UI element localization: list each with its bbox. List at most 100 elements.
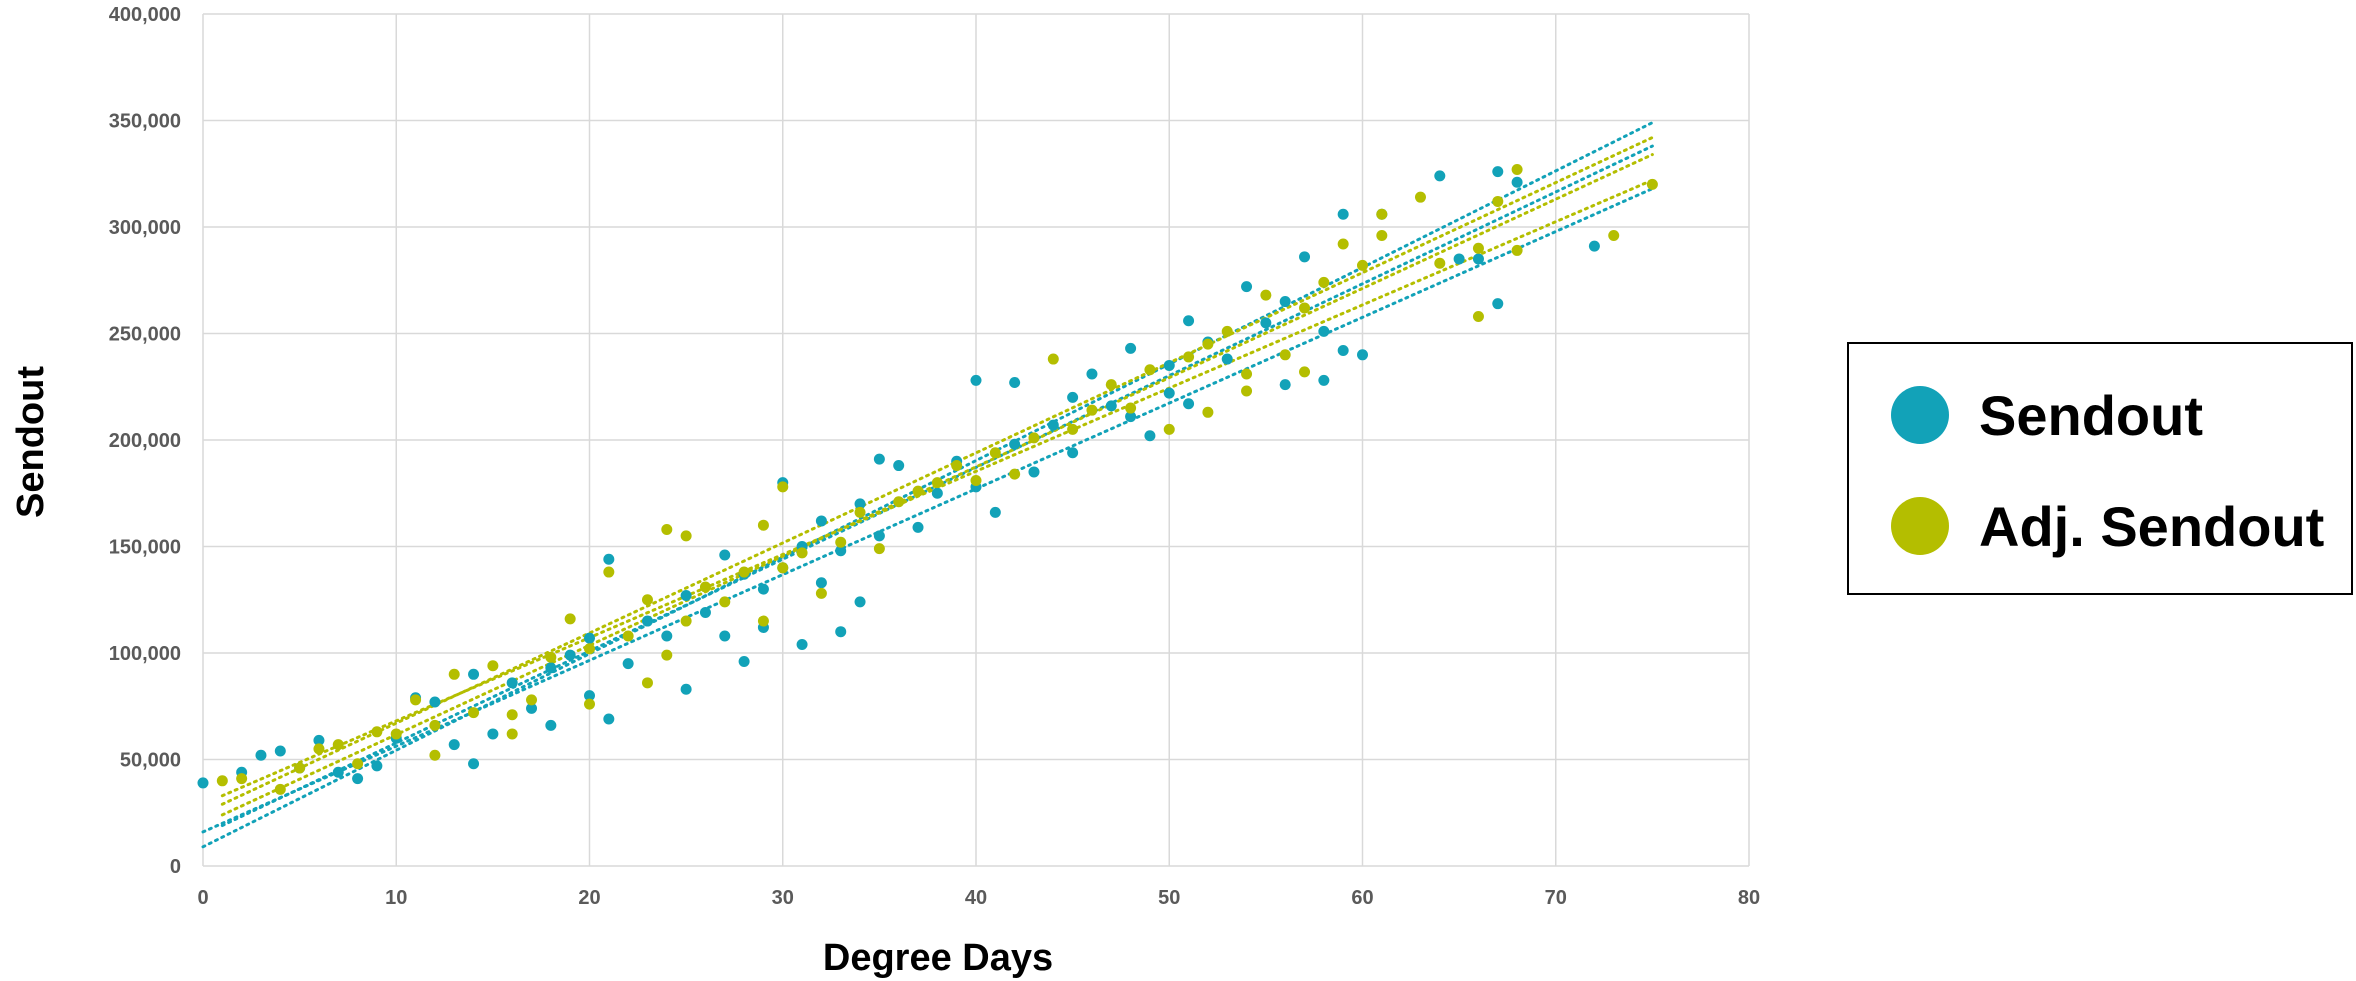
y-tick-label: 100,000 (109, 643, 181, 665)
point-adj-sendout (1511, 244, 1523, 256)
point-adj-sendout (1472, 242, 1484, 254)
point-adj-sendout (661, 523, 673, 535)
point-adj-sendout (1492, 195, 1504, 207)
point-sendout (506, 677, 518, 689)
point-adj-sendout (1511, 163, 1523, 175)
point-sendout (1183, 398, 1195, 410)
point-sendout (835, 626, 847, 638)
point-adj-sendout (893, 496, 905, 508)
x-tick-label: 60 (1351, 887, 1373, 909)
point-sendout (622, 658, 634, 670)
point-adj-sendout (1047, 353, 1059, 365)
point-adj-sendout (1318, 276, 1330, 288)
point-adj-sendout (680, 530, 692, 542)
point-sendout (1241, 281, 1253, 293)
point-sendout (603, 553, 615, 565)
point-sendout (1028, 466, 1040, 478)
point-sendout (1318, 325, 1330, 337)
point-adj-sendout (564, 613, 576, 625)
point-sendout (1279, 379, 1291, 391)
point-adj-sendout (757, 519, 769, 531)
point-sendout (1086, 368, 1098, 380)
point-adj-sendout (1067, 423, 1079, 435)
point-adj-sendout (873, 543, 885, 555)
point-sendout (448, 739, 460, 751)
point-adj-sendout (641, 677, 653, 689)
point-sendout (1337, 345, 1349, 357)
point-sendout (719, 549, 731, 561)
point-adj-sendout (796, 547, 808, 559)
point-adj-sendout (584, 643, 595, 655)
point-sendout (1299, 251, 1311, 263)
point-adj-sendout (854, 506, 866, 518)
point-adj-sendout (1241, 385, 1253, 397)
legend-item-sendout: Sendout (1891, 384, 2203, 447)
point-sendout (873, 530, 885, 542)
point-sendout (1492, 166, 1504, 178)
point-adj-sendout (699, 581, 711, 593)
point-sendout (1221, 353, 1233, 365)
point-sendout (1453, 253, 1465, 265)
point-adj-sendout (448, 668, 460, 680)
point-sendout (854, 596, 866, 608)
grid-lines (202, 13, 1750, 867)
point-sendout (680, 683, 692, 695)
tick-labels: 0 10 20 30 40 50 60 70 80 0 50,000 100,000 150,000 20… (109, 4, 1760, 909)
point-sendout (603, 713, 615, 725)
point-adj-sendout (757, 615, 769, 627)
point-sendout (661, 630, 673, 642)
point-adj-sendout (603, 566, 615, 578)
point-sendout (584, 632, 595, 644)
point-adj-sendout (313, 743, 325, 755)
point-sendout (1125, 342, 1137, 354)
y-tick-label: 200,000 (109, 430, 181, 452)
point-sendout (815, 577, 827, 589)
point-adj-sendout (1299, 366, 1311, 378)
point-adj-sendout (777, 562, 789, 574)
trendline (220, 136, 1654, 806)
point-adj-sendout (641, 594, 653, 606)
point-sendout (545, 662, 557, 674)
point-sendout (1067, 391, 1079, 403)
point-sendout (1279, 296, 1291, 308)
point-sendout (429, 696, 441, 708)
point-adj-sendout (815, 587, 827, 599)
point-adj-sendout (332, 739, 344, 751)
point-sendout (641, 615, 653, 627)
point-adj-sendout (1163, 423, 1175, 435)
point-adj-sendout (1337, 238, 1349, 250)
point-sendout (526, 702, 538, 714)
point-adj-sendout (1376, 208, 1388, 220)
x-tick-label: 50 (1158, 887, 1180, 909)
point-sendout (719, 630, 731, 642)
point-sendout (274, 745, 286, 757)
point-adj-sendout (584, 698, 595, 710)
point-sendout (1472, 253, 1484, 265)
point-sendout (893, 460, 905, 472)
point-sendout (564, 649, 576, 661)
x-tick-label: 80 (1738, 887, 1760, 909)
point-sendout (1144, 430, 1156, 442)
point-adj-sendout (719, 596, 731, 608)
point-adj-sendout (1434, 257, 1446, 269)
point-adj-sendout (487, 660, 499, 672)
point-adj-sendout (526, 694, 538, 706)
point-sendout (1588, 240, 1600, 252)
point-adj-sendout (352, 758, 364, 770)
point-sendout (1183, 315, 1195, 327)
point-adj-sendout (835, 536, 847, 548)
point-adj-sendout (931, 477, 943, 489)
point-sendout (815, 515, 827, 527)
point-adj-sendout (661, 649, 673, 661)
point-adj-sendout (1125, 402, 1137, 414)
point-sendout (835, 545, 847, 557)
point-sendout (757, 583, 769, 595)
point-adj-sendout (989, 447, 1001, 459)
point-sendout (1434, 170, 1446, 182)
y-tick-label: 0 (170, 856, 181, 878)
point-adj-sendout (1202, 406, 1214, 418)
x-tick-label: 20 (578, 887, 600, 909)
x-tick-label: 0 (197, 887, 208, 909)
point-sendout (989, 506, 1001, 518)
point-adj-sendout (468, 707, 480, 719)
